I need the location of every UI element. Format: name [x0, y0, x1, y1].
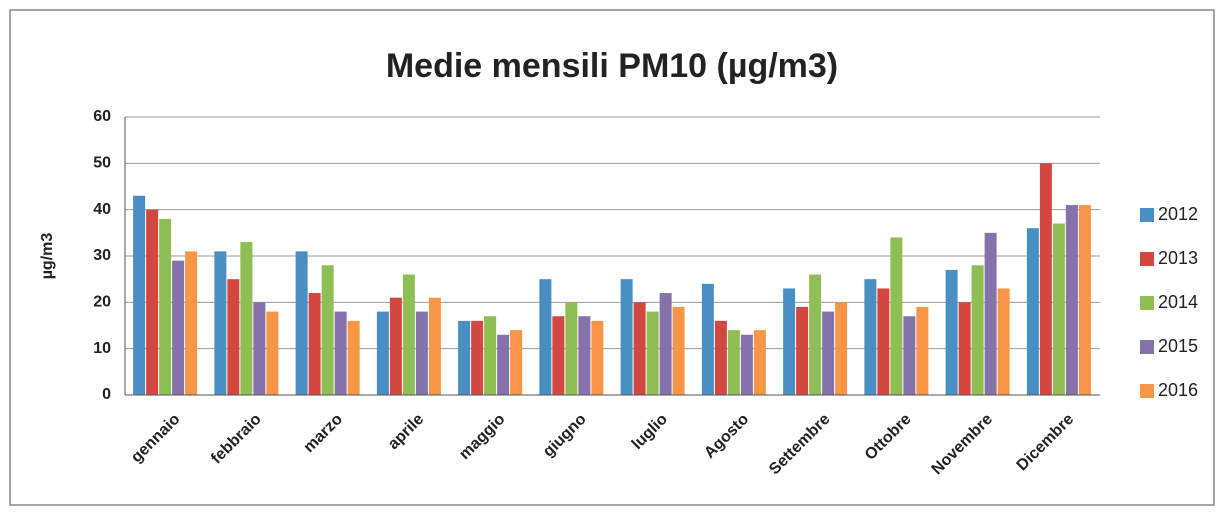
- bar: [308, 293, 321, 395]
- legend-swatch: [1140, 296, 1154, 310]
- bar: [253, 302, 266, 395]
- bar: [903, 316, 916, 395]
- bar: [402, 274, 415, 395]
- bar: [835, 302, 848, 395]
- legend-label: 2012: [1158, 204, 1198, 224]
- bar: [146, 209, 159, 395]
- bar: [266, 311, 279, 395]
- legend-swatch: [1140, 384, 1154, 398]
- bar: [916, 306, 929, 395]
- bar: [376, 311, 389, 395]
- bar: [415, 311, 428, 395]
- y-tick-label: 20: [93, 294, 111, 311]
- legend-swatch: [1140, 252, 1154, 266]
- bar: [389, 297, 402, 395]
- legend-label: 2015: [1158, 336, 1198, 356]
- bar: [1065, 205, 1078, 395]
- bar: [172, 260, 185, 395]
- bar: [701, 283, 714, 395]
- bar: [740, 334, 753, 395]
- bar: [1026, 228, 1039, 395]
- bar: [646, 311, 659, 395]
- bar: [578, 316, 591, 395]
- bar: [428, 297, 441, 395]
- bar: [591, 320, 604, 395]
- bar: [334, 311, 347, 395]
- legend-label: 2016: [1158, 380, 1198, 400]
- y-axis-label: µg/m3: [39, 233, 56, 280]
- legend-swatch: [1140, 340, 1154, 354]
- y-tick-label: 60: [93, 108, 111, 125]
- chart-title: Medie mensili PM10 (µg/m3): [386, 47, 838, 85]
- y-tick-label: 0: [102, 386, 111, 403]
- y-tick-label: 30: [93, 247, 111, 264]
- bar: [159, 218, 172, 395]
- bar: [214, 251, 227, 395]
- legend-label: 2013: [1158, 248, 1198, 268]
- y-tick-label: 10: [93, 340, 111, 357]
- bar: [890, 237, 903, 395]
- bar: [783, 288, 796, 395]
- bar: [997, 288, 1010, 395]
- bar: [133, 195, 146, 395]
- bar: [321, 265, 334, 395]
- chart-frame: [9, 9, 1215, 506]
- bar: [727, 330, 740, 395]
- bar: [565, 302, 578, 395]
- bar: [1052, 223, 1065, 395]
- bar: [497, 334, 510, 395]
- bar: [714, 320, 727, 395]
- bar: [484, 316, 497, 395]
- bar: [984, 232, 997, 395]
- bar: [471, 320, 484, 395]
- bar: [958, 302, 971, 395]
- bar: [945, 269, 958, 395]
- y-tick-label: 50: [93, 155, 111, 172]
- bar: [1039, 163, 1052, 395]
- bar: [877, 288, 890, 395]
- bar: [552, 316, 565, 395]
- y-tick-label: 40: [93, 201, 111, 218]
- legend-label: 2014: [1158, 292, 1198, 312]
- bar: [971, 265, 984, 395]
- bar: [185, 251, 198, 395]
- bar: [809, 274, 822, 395]
- legend-swatch: [1140, 208, 1154, 222]
- bar: [458, 320, 471, 395]
- bar: [864, 279, 877, 395]
- bar: [822, 311, 835, 395]
- bar: [240, 242, 253, 395]
- bar: [620, 279, 633, 395]
- bar: [510, 330, 523, 395]
- bar: [672, 306, 685, 395]
- bar: [633, 302, 646, 395]
- bar: [753, 330, 766, 395]
- bar: [1078, 205, 1091, 395]
- bar: [796, 306, 809, 395]
- bar: [227, 279, 240, 395]
- bar: [659, 293, 672, 395]
- bar: [295, 251, 308, 395]
- bar: [539, 279, 552, 395]
- bar: [347, 320, 360, 395]
